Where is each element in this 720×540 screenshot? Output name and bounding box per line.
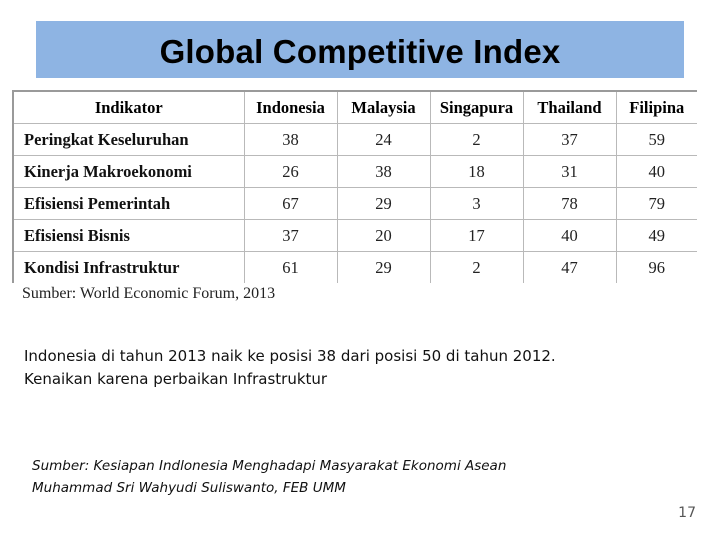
table-cell: 47	[522, 251, 616, 283]
table-cell: 49	[615, 219, 697, 252]
note-line: Kenaikan karena perbaikan Infrastruktur	[24, 370, 328, 388]
competitiveness-table: Indikator Indonesia Malaysia Singapura T…	[12, 90, 697, 283]
table-cell: 18	[429, 155, 523, 188]
indicator-cell: Efisiensi Pemerintah	[12, 187, 244, 220]
table-cell: 96	[615, 251, 697, 283]
header-cell: Indonesia	[243, 90, 337, 124]
indicator-cell: Kondisi Infrastruktur	[12, 251, 244, 283]
indicator-cell: Peringkat Keseluruhan	[12, 123, 244, 156]
table-cell: 40	[615, 155, 697, 188]
table-cell: 2	[429, 123, 523, 156]
table-cell: 61	[243, 251, 337, 283]
slide-title: Global Competitive Index	[159, 32, 561, 70]
table-cell: 29	[336, 187, 430, 220]
indicator-cell: Kinerja Makroekonomi	[12, 155, 244, 188]
table-row: Kondisi Infrastruktur 61 29 2 47 96	[12, 251, 697, 283]
reference-citation: Sumber: Kesiapan Indlonesia Menghadapi M…	[32, 455, 506, 499]
table-cell: 37	[522, 123, 616, 156]
indicator-cell: Efisiensi Bisnis	[12, 219, 244, 252]
table-row: Efisiensi Pemerintah 67 29 3 78 79	[12, 187, 697, 220]
header-cell: Indikator	[12, 90, 244, 124]
table-cell: 38	[243, 123, 337, 156]
table-cell: 29	[336, 251, 430, 283]
note-line: Indonesia di tahun 2013 naik ke posisi 3…	[24, 347, 556, 365]
page-number: 17	[678, 505, 696, 521]
reference-line: Sumber: Kesiapan Indlonesia Menghadapi M…	[32, 458, 507, 474]
table-cell: 20	[336, 219, 430, 252]
table-cell: 59	[615, 123, 697, 156]
table-cell: 37	[243, 219, 337, 252]
title-bar: Global Competitive Index	[36, 21, 684, 78]
table-row: Efisiensi Bisnis 37 20 17 40 49	[12, 219, 697, 252]
reference-line: Muhammad Sri Wahyudi Suliswanto, FEB UMM	[32, 480, 346, 496]
table-cell: 3	[429, 187, 523, 220]
table-header-row: Indikator Indonesia Malaysia Singapura T…	[12, 90, 697, 124]
header-cell: Thailand	[522, 90, 616, 124]
table-cell: 31	[522, 155, 616, 188]
table-cell: 79	[615, 187, 697, 220]
table-cell: 38	[336, 155, 430, 188]
header-cell: Filipina	[615, 90, 697, 124]
table-row: Kinerja Makroekonomi 26 38 18 31 40	[12, 155, 697, 188]
table-cell: 40	[522, 219, 616, 252]
table-cell: 17	[429, 219, 523, 252]
table-cell: 78	[522, 187, 616, 220]
explanation-note: Indonesia di tahun 2013 naik ke posisi 3…	[24, 345, 556, 391]
table-cell: 26	[243, 155, 337, 188]
competitiveness-table-container: Indikator Indonesia Malaysia Singapura T…	[12, 90, 697, 283]
table-cell: 67	[243, 187, 337, 220]
header-cell: Malaysia	[336, 90, 430, 124]
table-cell: 2	[429, 251, 523, 283]
table-cell: 24	[336, 123, 430, 156]
header-cell: Singapura	[429, 90, 523, 124]
table-row: Peringkat Keseluruhan 38 24 2 37 59	[12, 123, 697, 156]
table-source: Sumber: World Economic Forum, 2013	[22, 285, 276, 302]
